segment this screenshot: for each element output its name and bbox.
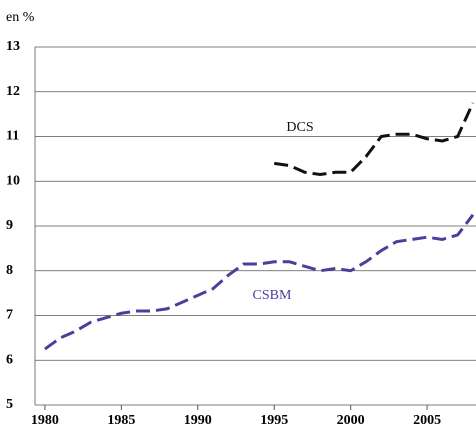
series-line [274,102,475,177]
series-label: CSBM [253,288,292,303]
y-tick-label: 11 [6,129,19,144]
y-tick-label: 6 [6,352,13,367]
x-tick-label: 1995 [260,413,288,428]
x-tick-label: 2000 [337,413,365,428]
y-tick-label: 10 [6,173,20,188]
x-tick-label: 1990 [184,413,212,428]
series-line [44,213,475,351]
y-tick-label: 12 [6,84,20,99]
series-label: DCS [286,120,313,135]
y-tick-label: 7 [6,308,13,323]
x-tick-label: 2005 [413,413,441,428]
y-tick-label: 5 [6,397,13,412]
x-tick-label: 1985 [107,413,135,428]
y-tick-label: 9 [6,218,13,233]
y-tick-label: 13 [6,39,20,54]
x-tick-label: 1980 [31,413,59,428]
y-axis-label: en % [6,10,35,25]
y-tick-label: 8 [6,263,13,278]
